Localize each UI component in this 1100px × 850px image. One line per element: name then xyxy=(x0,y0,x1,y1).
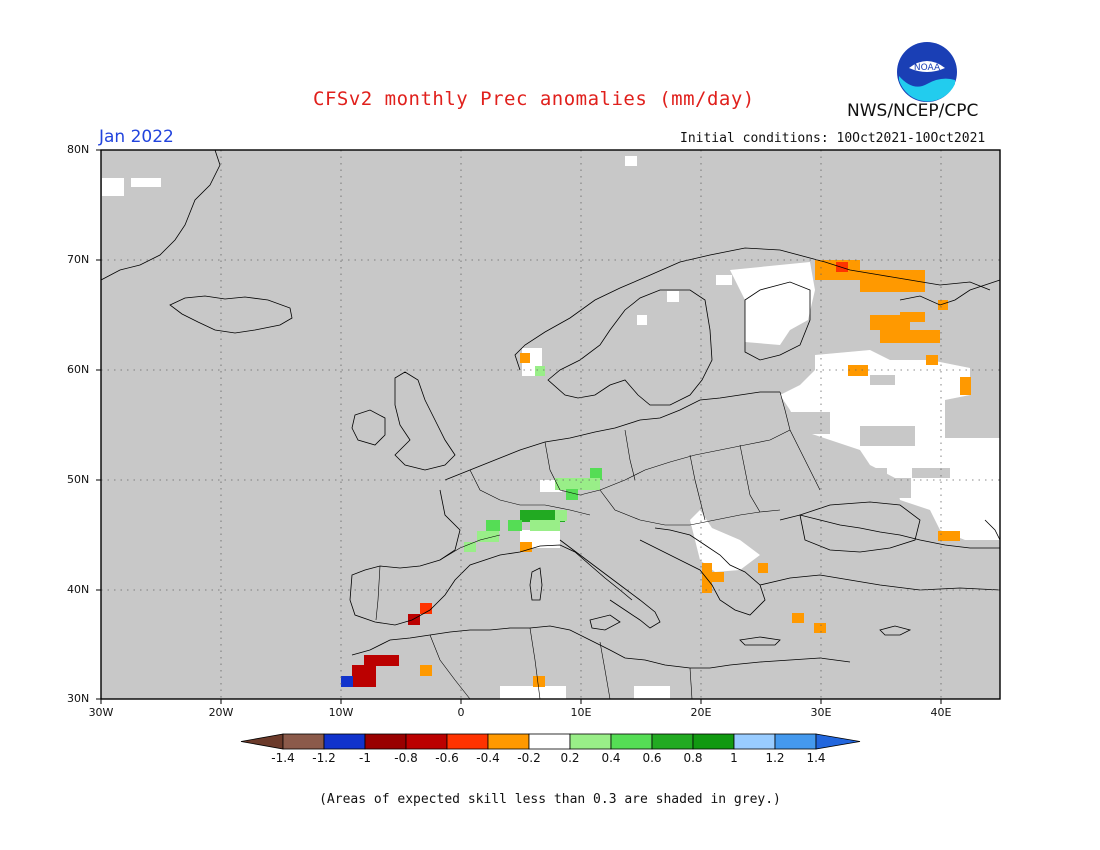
axis-ticks xyxy=(96,149,942,704)
map-frame xyxy=(100,149,1001,700)
lon-label-10e: 10E xyxy=(570,706,592,719)
lon-label-30e: 30E xyxy=(810,706,832,719)
forecast-period: Jan 2022 xyxy=(99,127,174,147)
colorbar-tick-label: 0.8 xyxy=(683,751,703,765)
colorbar-tick-label: -0.8 xyxy=(394,751,418,765)
colorbar xyxy=(240,733,861,750)
lat-label-50n: 50N xyxy=(67,473,90,486)
lat-label-30n: 30N xyxy=(67,692,90,705)
colorbar-tick-label: 1 xyxy=(730,751,738,765)
logo-text: NOAA xyxy=(914,63,941,73)
colorbar-swatch xyxy=(528,733,571,750)
map-title: CFSv2 monthly Prec anomalies (mm/day) xyxy=(313,88,755,110)
initial-conditions: Initial conditions: 10Oct2021-10Oct2021 xyxy=(680,131,986,146)
lat-label-40n: 40N xyxy=(67,583,90,596)
colorbar-tick-label: 1.4 xyxy=(806,751,826,765)
lon-label-40e: 40E xyxy=(930,706,952,719)
noaa-logo: NOAA xyxy=(897,42,957,102)
skill-footnote: (Areas of expected skill less than 0.3 a… xyxy=(319,792,781,807)
colorbar-swatch xyxy=(364,733,407,750)
colorbar-swatch xyxy=(774,733,817,750)
colorbar-swatch xyxy=(651,733,694,750)
lon-label-30w: 30W xyxy=(88,706,114,719)
colorbar-tick-label: 0.2 xyxy=(560,751,580,765)
lat-label-60n: 60N xyxy=(67,363,90,376)
anomaly-patches xyxy=(102,156,1000,699)
colorbar-tick-label: -0.4 xyxy=(476,751,500,765)
colorbar-swatch xyxy=(610,733,653,750)
colorbar-swatch xyxy=(282,733,325,750)
colorbar-swatch xyxy=(446,733,489,750)
lon-label-20e: 20E xyxy=(690,706,712,719)
country-borders xyxy=(375,391,821,700)
colorbar-swatch xyxy=(487,733,530,750)
colorbar-tick-label: -1 xyxy=(359,751,371,765)
colorbar-swatch xyxy=(733,733,776,750)
colorbar-left-arrow xyxy=(240,733,284,750)
lon-label-20w: 20W xyxy=(208,706,234,719)
colorbar-swatch xyxy=(569,733,612,750)
colorbar-tick-label: -0.6 xyxy=(435,751,459,765)
colorbar-tick-label: -1.2 xyxy=(312,751,336,765)
colorbar-tick-label: -1.4 xyxy=(271,751,295,765)
colorbar-tick-label: 1.2 xyxy=(765,751,785,765)
colorbar-swatch xyxy=(405,733,448,750)
coastlines xyxy=(100,149,1001,669)
lon-label-10w: 10W xyxy=(328,706,354,719)
lon-label-0: 0 xyxy=(457,706,465,719)
lat-label-70n: 70N xyxy=(67,253,90,266)
colorbar-swatch xyxy=(323,733,366,750)
lat-label-80n: 80N xyxy=(67,143,90,156)
colorbar-tick-label: 0.6 xyxy=(642,751,662,765)
agency-label: NWS/NCEP/CPC xyxy=(847,101,979,121)
colorbar-tick-label: -0.2 xyxy=(517,751,541,765)
colorbar-swatch xyxy=(692,733,735,750)
colorbar-tick-label: 0.4 xyxy=(601,751,621,765)
colorbar-right-arrow xyxy=(815,733,861,750)
gridlines xyxy=(101,150,1000,699)
